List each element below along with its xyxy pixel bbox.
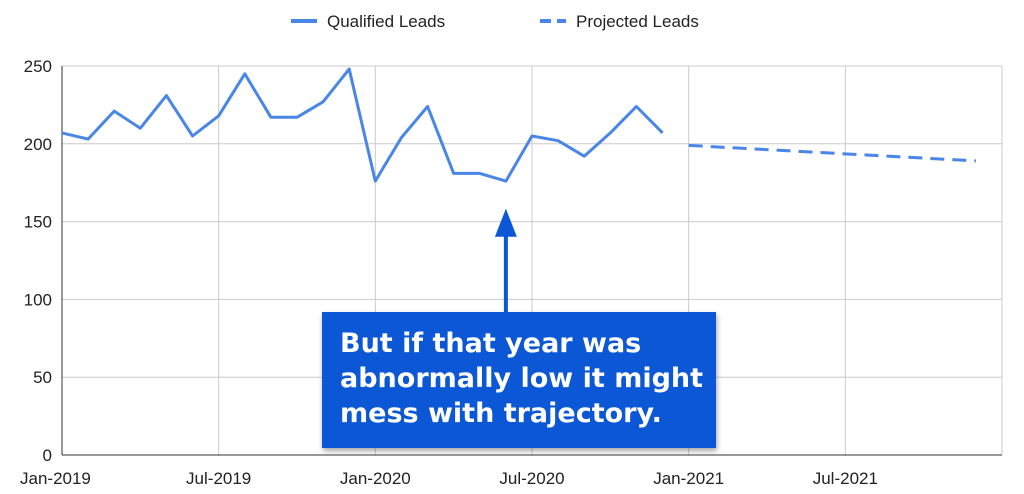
- series-lines: [61, 67, 976, 183]
- axes: 0 50 100 150 200 250 Jan-2019 Jul-2019 Jan-2020 J…: [20, 57, 1002, 488]
- x-tick-label: Jul-2021: [813, 469, 878, 488]
- x-tick-label: Jan-2020: [340, 469, 411, 488]
- qualified-leads-line: [61, 67, 664, 183]
- legend: Qualified Leads Projected Leads: [291, 12, 699, 31]
- legend-label-projected: Projected Leads: [576, 12, 699, 31]
- annotation-arrow: [494, 208, 517, 312]
- annotation-callout: But if that year was abnormally low it m…: [322, 312, 716, 448]
- y-tick-label: 50: [33, 368, 52, 387]
- projected-leads-line: [688, 143, 976, 163]
- arrow-head: [494, 208, 517, 237]
- y-tick-label: 200: [24, 135, 52, 154]
- x-tick-label: Jan-2019: [20, 469, 91, 488]
- x-tick-label: Jul-2020: [499, 469, 564, 488]
- y-tick-label: 150: [24, 213, 52, 232]
- legend-label-qualified: Qualified Leads: [327, 12, 445, 31]
- y-tick-label: 0: [43, 446, 52, 465]
- x-tick-label: Jan-2021: [653, 469, 724, 488]
- x-tick-label: Jul-2019: [186, 469, 251, 488]
- y-tick-label: 250: [24, 57, 52, 76]
- y-tick-label: 100: [24, 290, 52, 309]
- grid-lines: [62, 65, 1003, 455]
